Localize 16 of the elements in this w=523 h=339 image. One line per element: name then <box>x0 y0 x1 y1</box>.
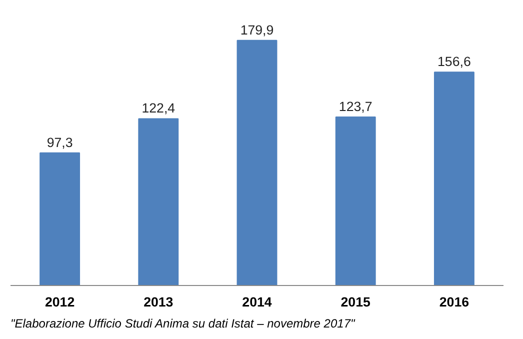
data-label: 122,4 <box>142 100 176 116</box>
data-label: 156,6 <box>438 54 471 70</box>
x-tick-label: 2016 <box>439 294 470 310</box>
x-tick-label: 2012 <box>44 294 75 310</box>
bar <box>434 72 474 286</box>
bar <box>335 116 376 286</box>
data-label: 123,7 <box>338 98 372 114</box>
x-tick-label: 2015 <box>340 294 372 310</box>
data-label: 97,3 <box>46 134 73 150</box>
bar <box>40 152 80 286</box>
x-tick-label: 2014 <box>242 294 272 310</box>
data-label: 179,9 <box>240 22 274 38</box>
text: "Elaborazione Ufficio Studi Anima su dati Istat – novembre 2017" <box>10 316 356 330</box>
bar <box>236 40 278 286</box>
bar <box>138 118 179 286</box>
x-tick-label: 2013 <box>144 294 174 310</box>
